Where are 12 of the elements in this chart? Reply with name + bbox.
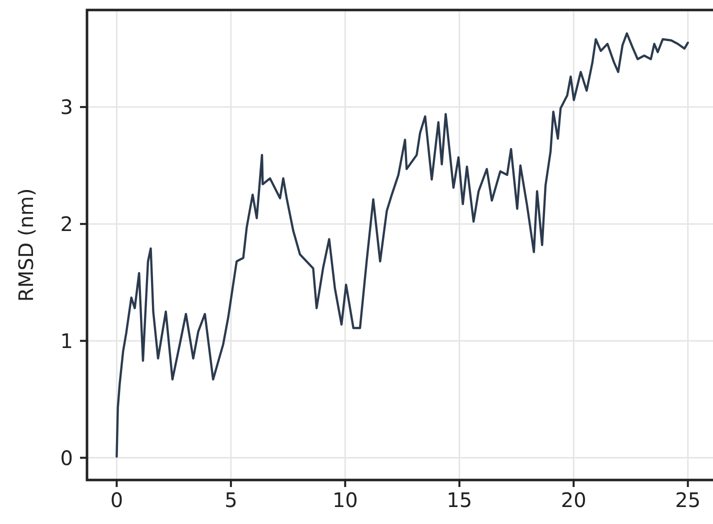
y-tick-label: 0	[60, 446, 73, 470]
y-tick-label: 2	[60, 212, 73, 236]
line-series	[116, 32, 689, 458]
y-axis-title: RMSD (nm)	[14, 188, 38, 302]
y-tick-label: 1	[60, 328, 73, 353]
x-tick-label: 20	[560, 488, 586, 512]
x-tick-label: 15	[446, 488, 472, 512]
x-tick-label: 10	[332, 488, 358, 512]
x-tick-label: 5	[224, 488, 238, 512]
x-tick-label: 25	[675, 488, 701, 512]
x-tick-label: 0	[110, 488, 124, 512]
y-tick-label: 3	[60, 95, 73, 120]
